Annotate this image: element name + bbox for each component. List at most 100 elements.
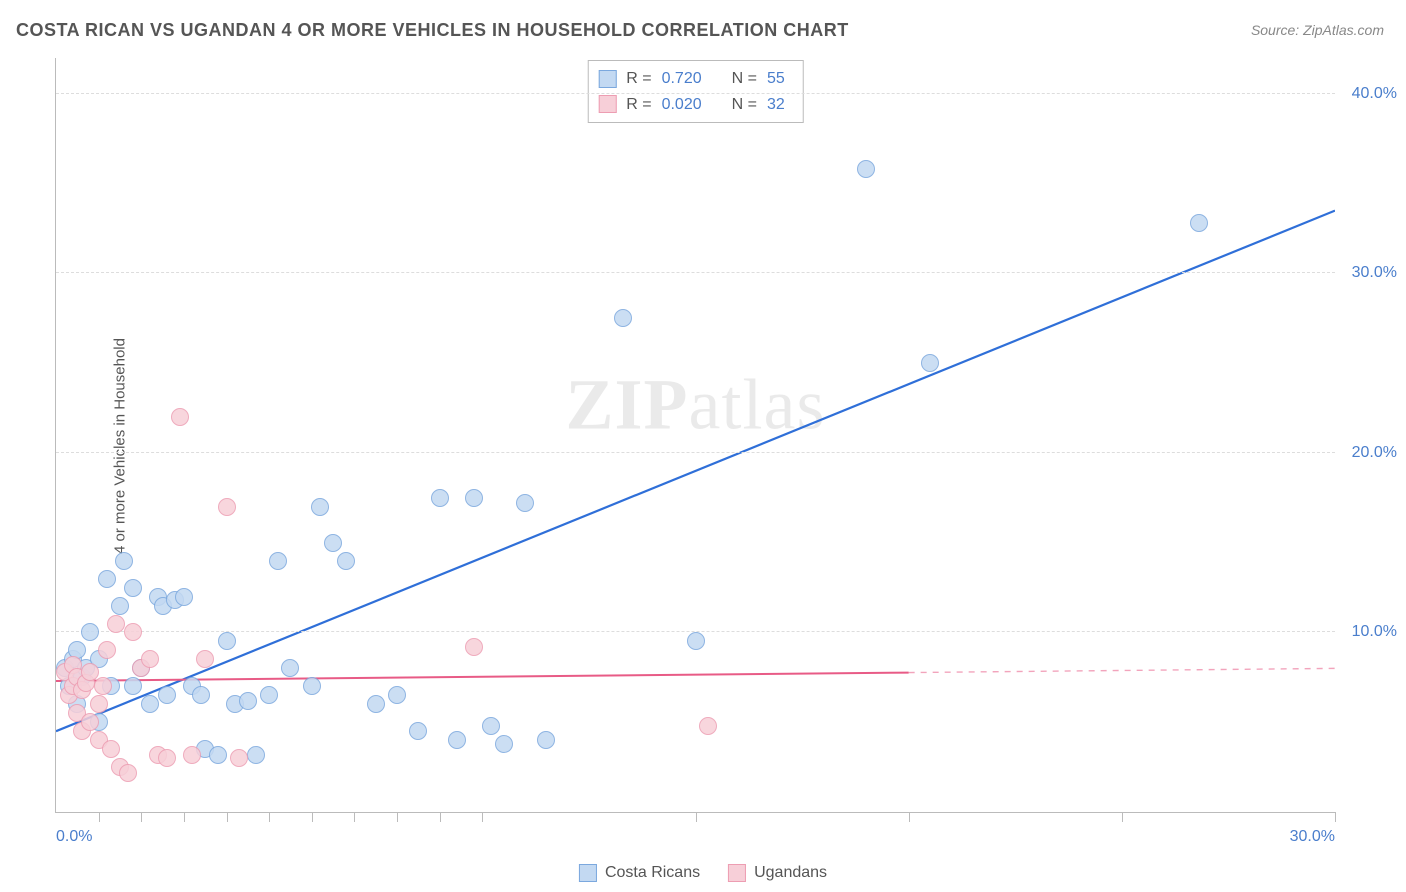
data-point xyxy=(448,731,466,749)
data-point xyxy=(921,354,939,372)
data-point xyxy=(239,692,257,710)
data-point xyxy=(260,686,278,704)
data-point xyxy=(107,615,125,633)
n-value-costa-ricans: 55 xyxy=(767,66,785,92)
y-tick-label: 10.0% xyxy=(1352,623,1397,641)
data-point xyxy=(857,160,875,178)
data-point xyxy=(111,597,129,615)
y-tick-label: 20.0% xyxy=(1352,444,1397,462)
data-point xyxy=(324,534,342,552)
data-point xyxy=(303,677,321,695)
stats-legend-box: R = 0.720 N = 55 R = 0.020 N = 32 xyxy=(587,60,804,123)
r-label: R = xyxy=(626,92,651,118)
data-point xyxy=(124,623,142,641)
data-point xyxy=(209,746,227,764)
x-tick xyxy=(269,812,270,822)
legend-label-costa-ricans: Costa Ricans xyxy=(605,864,700,882)
data-point xyxy=(218,632,236,650)
gridline-h xyxy=(56,93,1335,94)
x-tick xyxy=(696,812,697,822)
x-tick xyxy=(909,812,910,822)
data-point xyxy=(687,632,705,650)
x-tick xyxy=(141,812,142,822)
x-tick xyxy=(99,812,100,822)
data-point xyxy=(124,677,142,695)
watermark-zip: ZIP xyxy=(566,364,689,444)
data-point xyxy=(337,552,355,570)
data-point xyxy=(431,489,449,507)
data-point xyxy=(98,641,116,659)
x-tick xyxy=(312,812,313,822)
x-tick xyxy=(354,812,355,822)
data-point xyxy=(175,588,193,606)
x-tick xyxy=(184,812,185,822)
r-value-costa-ricans: 0.720 xyxy=(662,66,702,92)
n-label: N = xyxy=(732,66,757,92)
watermark: ZIPatlas xyxy=(566,363,826,446)
data-point xyxy=(102,740,120,758)
swatch-ugandans xyxy=(598,95,616,113)
data-point xyxy=(81,713,99,731)
y-tick-label: 30.0% xyxy=(1352,264,1397,282)
data-point xyxy=(311,498,329,516)
data-point xyxy=(388,686,406,704)
data-point xyxy=(81,623,99,641)
data-point xyxy=(482,717,500,735)
data-point xyxy=(516,494,534,512)
legend-swatch-costa-ricans xyxy=(579,864,597,882)
bottom-legend: Costa Ricans Ugandans xyxy=(579,864,827,882)
r-label: R = xyxy=(626,66,651,92)
swatch-costa-ricans xyxy=(598,70,616,88)
data-point xyxy=(192,686,210,704)
data-point xyxy=(269,552,287,570)
stats-row-ugandans: R = 0.020 N = 32 xyxy=(598,92,785,118)
legend-swatch-ugandans xyxy=(728,864,746,882)
r-value-ugandans: 0.020 xyxy=(662,92,702,118)
chart-title: COSTA RICAN VS UGANDAN 4 OR MORE VEHICLE… xyxy=(16,20,849,41)
data-point xyxy=(141,650,159,668)
x-tick-label: 0.0% xyxy=(56,828,92,846)
data-point xyxy=(158,686,176,704)
data-point xyxy=(196,650,214,668)
x-tick xyxy=(440,812,441,822)
data-point xyxy=(171,408,189,426)
data-point xyxy=(124,579,142,597)
legend-label-ugandans: Ugandans xyxy=(754,864,827,882)
source-attribution: Source: ZipAtlas.com xyxy=(1251,22,1384,38)
x-tick xyxy=(227,812,228,822)
x-tick-label: 30.0% xyxy=(1290,828,1335,846)
y-tick-label: 40.0% xyxy=(1352,85,1397,103)
data-point xyxy=(614,309,632,327)
data-point xyxy=(183,746,201,764)
data-point xyxy=(409,722,427,740)
data-point xyxy=(699,717,717,735)
data-point xyxy=(537,731,555,749)
data-point xyxy=(98,570,116,588)
data-point xyxy=(141,695,159,713)
data-point xyxy=(218,498,236,516)
data-point xyxy=(119,764,137,782)
data-point xyxy=(115,552,133,570)
gridline-h xyxy=(56,452,1335,453)
data-point xyxy=(158,749,176,767)
n-value-ugandans: 32 xyxy=(767,92,785,118)
legend-item-ugandans: Ugandans xyxy=(728,864,827,882)
x-tick xyxy=(1122,812,1123,822)
gridline-h xyxy=(56,272,1335,273)
data-point xyxy=(247,746,265,764)
plot-area: ZIPatlas R = 0.720 N = 55 R = 0.020 N = … xyxy=(55,58,1335,813)
data-point xyxy=(367,695,385,713)
x-tick xyxy=(1335,812,1336,822)
data-point xyxy=(281,659,299,677)
stats-row-costa-ricans: R = 0.720 N = 55 xyxy=(598,66,785,92)
data-point xyxy=(94,677,112,695)
x-tick xyxy=(397,812,398,822)
legend-item-costa-ricans: Costa Ricans xyxy=(579,864,700,882)
data-point xyxy=(465,489,483,507)
data-point xyxy=(90,695,108,713)
n-label: N = xyxy=(732,92,757,118)
data-point xyxy=(1190,214,1208,232)
data-point xyxy=(495,735,513,753)
watermark-atlas: atlas xyxy=(689,364,826,444)
chart-container: COSTA RICAN VS UGANDAN 4 OR MORE VEHICLE… xyxy=(0,0,1406,892)
